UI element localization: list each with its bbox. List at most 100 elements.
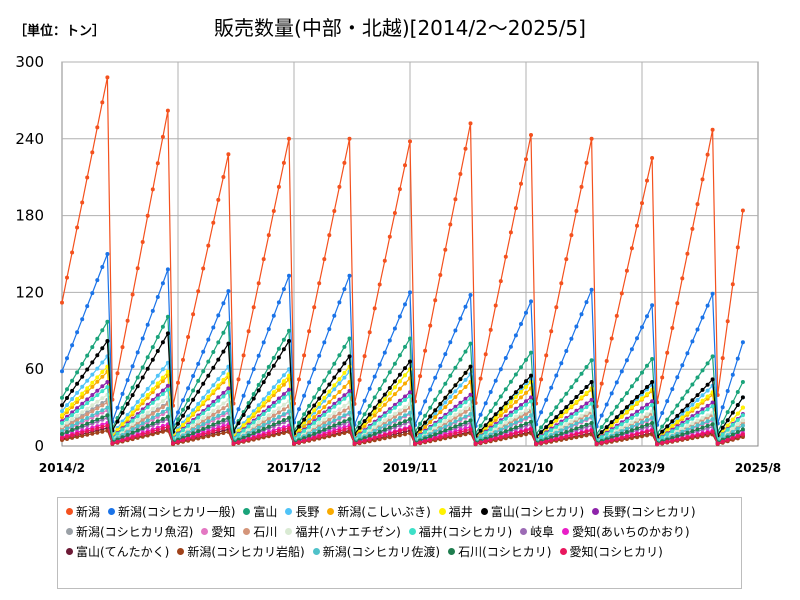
- data-point: [504, 401, 508, 405]
- data-point: [90, 345, 94, 349]
- data-point: [90, 360, 94, 364]
- data-point: [252, 397, 256, 401]
- data-point: [116, 420, 120, 424]
- data-point: [267, 327, 271, 331]
- data-point: [438, 406, 442, 410]
- data-point: [590, 415, 594, 419]
- data-point: [690, 426, 694, 430]
- data-point: [529, 427, 533, 431]
- data-point: [469, 121, 473, 125]
- data-point: [484, 352, 488, 356]
- data-point: [680, 423, 684, 427]
- data-point: [741, 340, 745, 344]
- data-point: [499, 367, 503, 371]
- x-tick-label: 2019/11: [383, 461, 437, 475]
- data-point: [342, 345, 346, 349]
- data-point: [403, 345, 407, 349]
- data-point: [358, 378, 362, 382]
- data-point: [267, 233, 271, 237]
- data-point: [211, 389, 215, 393]
- data-point: [443, 382, 447, 386]
- data-point: [519, 430, 523, 434]
- data-point: [201, 396, 205, 400]
- data-point: [121, 345, 125, 349]
- data-point: [221, 418, 225, 422]
- data-point: [302, 394, 306, 398]
- data-point: [680, 437, 684, 441]
- data-point: [690, 434, 694, 438]
- data-point: [549, 386, 553, 390]
- data-point: [650, 399, 654, 403]
- data-point: [580, 185, 584, 189]
- data-point: [221, 331, 225, 335]
- data-point: [635, 377, 639, 381]
- data-point: [131, 427, 135, 431]
- data-point: [95, 353, 99, 357]
- legend-label: 新潟(コシヒカリ岩船): [187, 545, 304, 559]
- data-point: [312, 421, 316, 425]
- legend-item: 富山(コシヒカリ): [481, 502, 584, 522]
- data-point: [569, 428, 573, 432]
- data-point: [282, 407, 286, 411]
- data-point: [469, 418, 473, 422]
- data-point: [706, 395, 710, 399]
- data-point: [408, 417, 412, 421]
- data-point: [60, 436, 64, 440]
- data-point: [90, 428, 94, 432]
- data-point: [80, 431, 84, 435]
- data-point: [731, 418, 735, 422]
- data-point: [393, 211, 397, 215]
- x-tick-label: 2023/9: [619, 461, 665, 475]
- data-point: [90, 413, 94, 417]
- data-point: [438, 419, 442, 423]
- data-point: [348, 393, 352, 397]
- data-point: [559, 432, 563, 436]
- data-point: [564, 418, 568, 422]
- data-point: [408, 139, 412, 143]
- data-point: [665, 432, 669, 436]
- data-point: [332, 314, 336, 318]
- data-point: [221, 371, 225, 375]
- data-point: [484, 439, 488, 443]
- data-point: [267, 432, 271, 436]
- data-point: [443, 434, 447, 438]
- data-point: [711, 404, 715, 408]
- data-point: [85, 354, 89, 358]
- data-point: [524, 422, 528, 426]
- data-point: [514, 400, 518, 404]
- data-point: [302, 429, 306, 433]
- data-point: [736, 434, 740, 438]
- data-point: [731, 282, 735, 286]
- data-point: [156, 295, 160, 299]
- data-point: [342, 428, 346, 432]
- data-point: [80, 385, 84, 389]
- data-point: [176, 422, 180, 426]
- data-point: [100, 370, 104, 374]
- data-point: [443, 396, 447, 400]
- data-point: [216, 313, 220, 317]
- data-point: [332, 430, 336, 434]
- data-point: [196, 429, 200, 433]
- legend-label: 福井(コシヒカリ): [419, 525, 512, 539]
- data-point: [110, 441, 114, 445]
- data-point: [706, 413, 710, 417]
- data-point: [327, 409, 331, 413]
- data-point: [226, 289, 230, 293]
- data-point: [670, 419, 674, 423]
- data-point: [494, 437, 498, 441]
- data-point: [645, 179, 649, 183]
- data-point: [403, 419, 407, 423]
- data-point: [277, 356, 281, 360]
- data-point: [398, 408, 402, 412]
- data-point: [696, 398, 700, 402]
- data-point: [267, 408, 271, 412]
- data-point: [85, 422, 89, 426]
- data-point: [121, 422, 125, 426]
- data-point: [166, 407, 170, 411]
- data-point: [257, 388, 261, 392]
- data-point: [574, 378, 578, 382]
- data-point: [272, 404, 276, 408]
- data-point: [196, 420, 200, 424]
- data-point: [105, 339, 109, 343]
- data-point: [469, 365, 473, 369]
